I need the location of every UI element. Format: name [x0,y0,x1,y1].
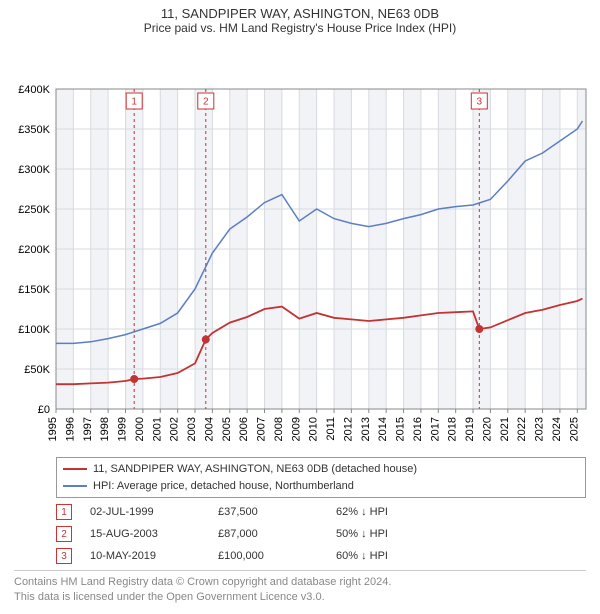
legend-label: 11, SANDPIPER WAY, ASHINGTON, NE63 0DB (… [93,461,417,478]
event-row: 1 02-JUL-1999 £37,500 62% ↓ HPI [56,504,586,520]
svg-text:1999: 1999 [117,417,129,441]
svg-text:2001: 2001 [151,417,163,441]
event-diff: 62% ↓ HPI [336,506,388,518]
svg-text:1998: 1998 [99,417,111,441]
event-price: £37,500 [218,506,318,518]
svg-text:2022: 2022 [516,417,528,441]
svg-text:2006: 2006 [238,417,250,441]
chart-svg: £0 £50K £100K £150K £200K £250K £300K £350K £400… [0,41,600,451]
chart-title-1: 11, SANDPIPER WAY, ASHINGTON, NE63 0DB [0,6,600,21]
svg-text:1: 1 [131,97,137,108]
svg-text:£400K: £400K [18,84,50,96]
svg-text:2016: 2016 [412,417,424,441]
svg-text:£350K: £350K [18,124,50,136]
event-price: £100,000 [218,550,318,562]
svg-text:2008: 2008 [273,417,285,441]
svg-text:1997: 1997 [82,417,94,441]
svg-text:2010: 2010 [308,417,320,441]
event-diff: 60% ↓ HPI [336,550,388,562]
event-date: 02-JUL-1999 [90,506,200,518]
legend: 11, SANDPIPER WAY, ASHINGTON, NE63 0DB (… [56,457,586,498]
event-date: 10-MAY-2019 [90,550,200,562]
svg-text:1995: 1995 [47,417,59,441]
footer: Contains HM Land Registry data © Crown c… [14,570,586,614]
legend-swatch [63,485,87,487]
legend-item: HPI: Average price, detached house, Nort… [63,478,579,495]
svg-text:2002: 2002 [169,417,181,441]
event-date: 15-AUG-2003 [90,528,200,540]
events-table: 1 02-JUL-1999 £37,500 62% ↓ HPI 2 15-AUG… [56,504,586,564]
svg-text:2011: 2011 [325,417,337,441]
svg-text:2020: 2020 [481,417,493,441]
svg-text:2004: 2004 [203,417,215,441]
svg-text:2013: 2013 [360,417,372,441]
svg-text:£50K: £50K [24,364,50,376]
chart-title-2: Price paid vs. HM Land Registry's House … [0,21,600,35]
svg-text:1996: 1996 [64,417,76,441]
svg-text:2009: 2009 [290,417,302,441]
svg-text:£250K: £250K [18,204,50,216]
chart-area: £0 £50K £100K £150K £200K £250K £300K £350K £400… [0,41,600,451]
event-price: £87,000 [218,528,318,540]
legend-label: HPI: Average price, detached house, Nort… [93,478,354,495]
svg-text:2012: 2012 [342,417,354,441]
event-row: 3 10-MAY-2019 £100,000 60% ↓ HPI [56,548,586,564]
event-diff: 50% ↓ HPI [336,528,388,540]
svg-text:2007: 2007 [256,417,268,441]
svg-text:2000: 2000 [134,417,146,441]
footer-line: This data is licensed under the Open Gov… [14,590,586,605]
svg-text:2: 2 [203,97,209,108]
svg-text:2019: 2019 [464,417,476,441]
svg-text:2025: 2025 [568,417,580,441]
svg-text:2014: 2014 [377,417,389,441]
svg-text:3: 3 [477,97,483,108]
event-marker-icon: 3 [56,548,72,564]
svg-text:2003: 2003 [186,417,198,441]
svg-text:£200K: £200K [18,244,50,256]
svg-text:£300K: £300K [18,164,50,176]
event-marker-icon: 2 [56,526,72,542]
event-row: 2 15-AUG-2003 £87,000 50% ↓ HPI [56,526,586,542]
svg-text:£0: £0 [38,404,50,416]
event-marker-icon: 1 [56,504,72,520]
svg-text:2021: 2021 [499,417,511,441]
footer-line: Contains HM Land Registry data © Crown c… [14,575,586,590]
svg-text:£150K: £150K [18,284,50,296]
legend-item: 11, SANDPIPER WAY, ASHINGTON, NE63 0DB (… [63,461,579,478]
svg-text:2018: 2018 [447,417,459,441]
svg-text:2015: 2015 [395,417,407,441]
svg-text:£100K: £100K [18,324,50,336]
svg-text:2017: 2017 [429,417,441,441]
svg-text:2024: 2024 [551,417,563,441]
svg-text:2023: 2023 [534,417,546,441]
legend-swatch [63,468,87,470]
svg-text:2005: 2005 [221,417,233,441]
